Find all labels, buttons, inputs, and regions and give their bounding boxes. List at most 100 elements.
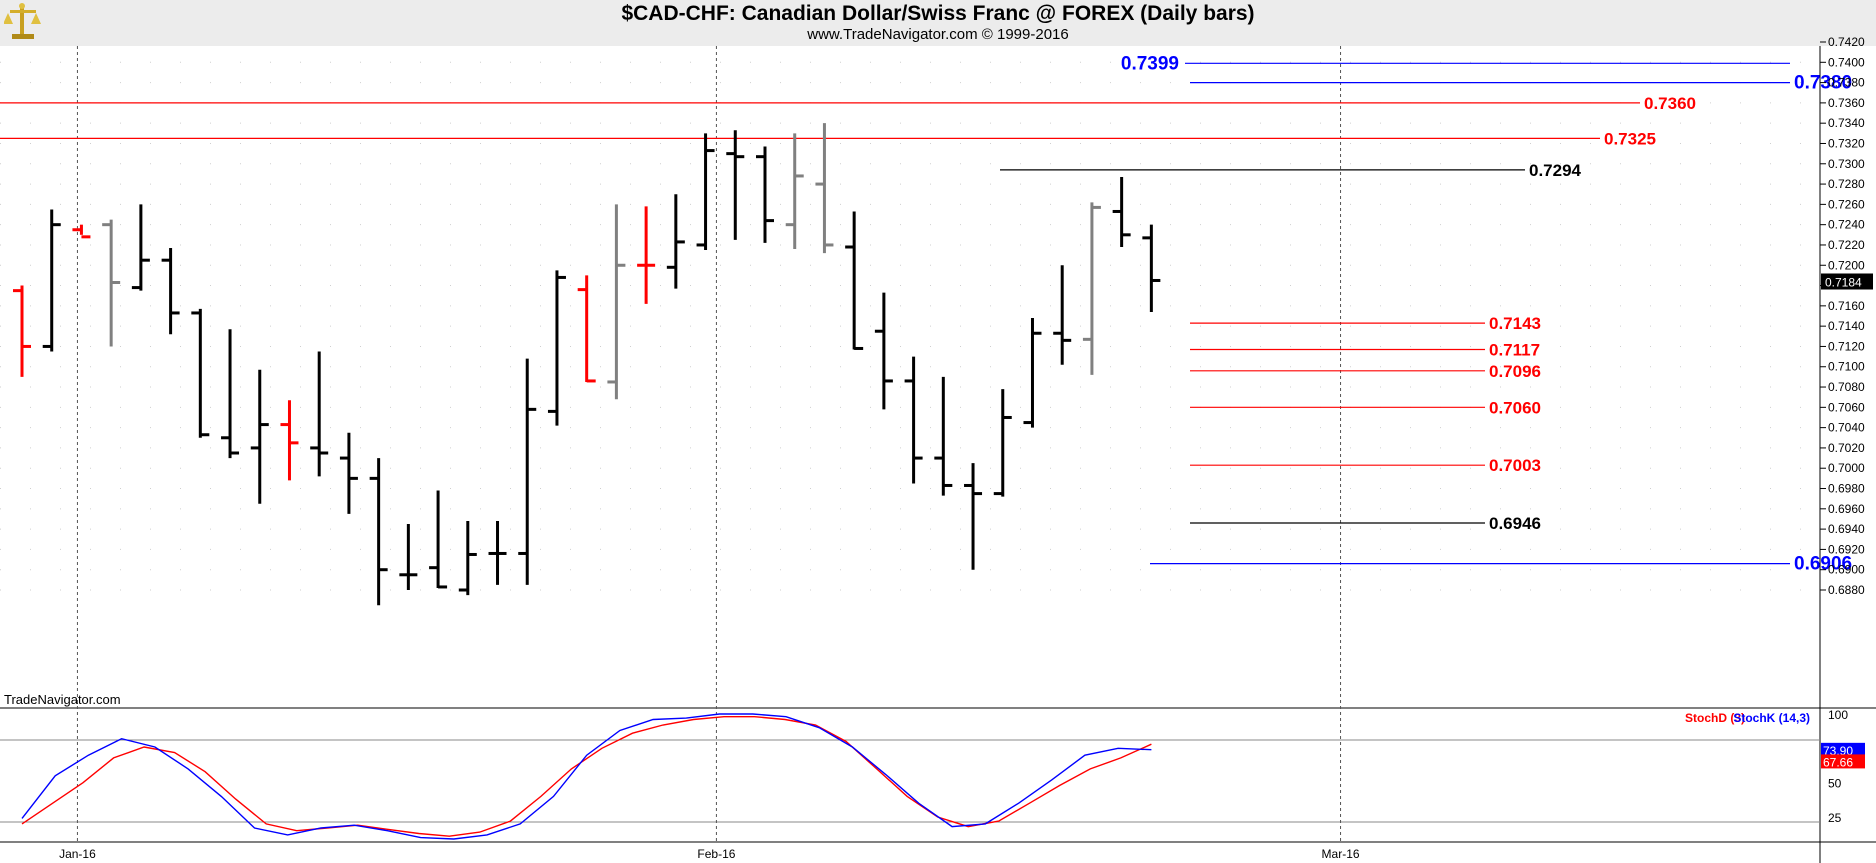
y-tick-label: 0.7120 — [1828, 339, 1865, 353]
stochD-value: 67.66 — [1823, 755, 1853, 769]
ohlc-bar — [339, 432, 358, 514]
ohlc-bar — [1053, 265, 1072, 365]
level-label-0.7360: 0.7360 — [1644, 94, 1696, 113]
level-label-0.7096: 0.7096 — [1489, 362, 1541, 381]
y-tick-label: 0.6980 — [1828, 482, 1865, 496]
ohlc-bar — [547, 270, 566, 426]
ohlc-bar — [250, 369, 269, 504]
ohlc-bar — [726, 130, 745, 240]
y-tick-label: 0.7020 — [1828, 441, 1865, 455]
chart-title: $CAD-CHF: Canadian Dollar/Swiss Franc @ … — [621, 2, 1255, 25]
x-tick-label: Mar-16 — [1322, 847, 1360, 861]
y-tick-label: 0.7360 — [1828, 96, 1865, 110]
watermark: TradeNavigator.com — [4, 692, 121, 707]
ohlc-bar — [993, 389, 1012, 497]
ohlc-bar — [577, 275, 596, 383]
stochastic-pane: 100755025StochD (3)StochK (14,3)73.9067.… — [21, 708, 1865, 840]
stochK-value: 73.90 — [1823, 744, 1853, 758]
ohlc-bars — [13, 123, 1161, 606]
ohlc-bar — [874, 292, 893, 410]
ohlc-bar — [1142, 224, 1161, 312]
y-tick-label: 0.7060 — [1828, 400, 1865, 414]
price-pane — [0, 46, 1820, 708]
legend-stochK: StochK (14,3) — [1733, 711, 1810, 725]
ohlc-bar — [1082, 202, 1101, 375]
y-tick-label: 0.7240 — [1828, 218, 1865, 232]
y-tick-label: 0.7040 — [1828, 421, 1865, 435]
brass-scale-logo-icon — [4, 3, 41, 39]
ohlc-bar — [102, 219, 121, 347]
y-tick-label: 0.7340 — [1828, 116, 1865, 130]
ohlc-bar — [904, 356, 923, 484]
price-axis: 0.7420 0.7400 0.7380 0.7360 0.7340 0.7320 0.73… — [1820, 35, 1873, 597]
y-tick-label: 0.6940 — [1828, 522, 1865, 536]
level-label-0.7143: 0.7143 — [1489, 314, 1541, 333]
y-tick-label: 0.7160 — [1828, 299, 1865, 313]
y-tick-label: 0.7420 — [1828, 35, 1865, 49]
ohlc-bar — [607, 204, 626, 400]
y-tick-label: 0.7200 — [1828, 258, 1865, 272]
ohlc-bar — [221, 329, 240, 459]
level-label-0.7325: 0.7325 — [1604, 129, 1656, 148]
last-price-label: 0.7184 — [1825, 275, 1862, 289]
chart-subtitle: www.TradeNavigator.com © 1999-2016 — [807, 26, 1069, 43]
level-label-0.6906: 0.6906 — [1794, 554, 1852, 575]
ohlc-bar — [369, 458, 388, 606]
chart-header — [0, 0, 1876, 46]
y-tick-label: 0.6900 — [1828, 563, 1865, 577]
stoch-tick-label: 50 — [1828, 777, 1842, 791]
level-label-0.6946: 0.6946 — [1489, 514, 1541, 533]
level-label-0.7399: 0.7399 — [1121, 53, 1179, 74]
ohlc-bar — [458, 520, 477, 596]
ohlc-bar — [310, 351, 329, 477]
ohlc-bar — [131, 204, 150, 291]
ohlc-bar — [1112, 176, 1131, 247]
y-tick-label: 0.7320 — [1828, 136, 1865, 150]
y-tick-label: 0.7000 — [1828, 461, 1865, 475]
ohlc-bar — [280, 400, 299, 481]
y-tick-label: 0.7080 — [1828, 380, 1865, 394]
y-tick-label: 0.6880 — [1828, 583, 1865, 597]
ohlc-bar — [488, 520, 507, 585]
y-tick-label: 0.7100 — [1828, 360, 1865, 374]
ohlc-bar — [637, 206, 656, 304]
y-tick-label: 0.7280 — [1828, 177, 1865, 191]
ohlc-bar — [666, 194, 685, 289]
ohlc-bar — [518, 358, 537, 585]
ohlc-bar — [815, 123, 834, 254]
ohlc-bar — [13, 285, 31, 377]
legend-stochD: StochD (3) — [1685, 711, 1745, 725]
level-label-0.7003: 0.7003 — [1489, 456, 1541, 475]
y-tick-label: 0.7220 — [1828, 238, 1865, 252]
level-label-0.7060: 0.7060 — [1489, 398, 1541, 417]
level-label-0.7117: 0.7117 — [1489, 340, 1540, 359]
month-gridlines — [76, 46, 1342, 842]
x-tick-label: Jan-16 — [59, 847, 96, 861]
ohlc-bar — [399, 524, 418, 590]
ohlc-bar — [42, 209, 61, 352]
ohlc-bar — [785, 133, 804, 250]
ohlc-bar — [964, 463, 983, 570]
last-price-box — [1821, 273, 1873, 290]
y-tick-label: 0.7260 — [1828, 197, 1865, 211]
y-tick-label: 0.6920 — [1828, 542, 1865, 556]
level-label-0.7294: 0.7294 — [1529, 161, 1582, 180]
y-tick-label: 0.7140 — [1828, 319, 1865, 333]
ohlc-bar — [756, 146, 774, 243]
ohlc-bar — [696, 133, 715, 251]
y-tick-label: 0.7380 — [1828, 76, 1865, 90]
stochD-value-box — [1821, 754, 1865, 769]
stoch-tick-label: 25 — [1828, 811, 1842, 825]
ohlc-bar — [845, 211, 864, 350]
date-axis: Jan-16 Feb-16 Mar-16 — [59, 847, 1360, 861]
y-tick-label: 0.7400 — [1828, 55, 1865, 69]
stoch-tick-label: 100 — [1828, 708, 1848, 722]
ohlc-bar — [191, 308, 210, 438]
ohlc-bar — [161, 248, 180, 335]
stoch-line-D — [21, 716, 1152, 837]
stoch-line-K — [21, 713, 1152, 840]
ohlc-bar — [1023, 318, 1042, 428]
x-tick-label: Feb-16 — [697, 847, 735, 861]
ohlc-bar — [934, 376, 953, 496]
